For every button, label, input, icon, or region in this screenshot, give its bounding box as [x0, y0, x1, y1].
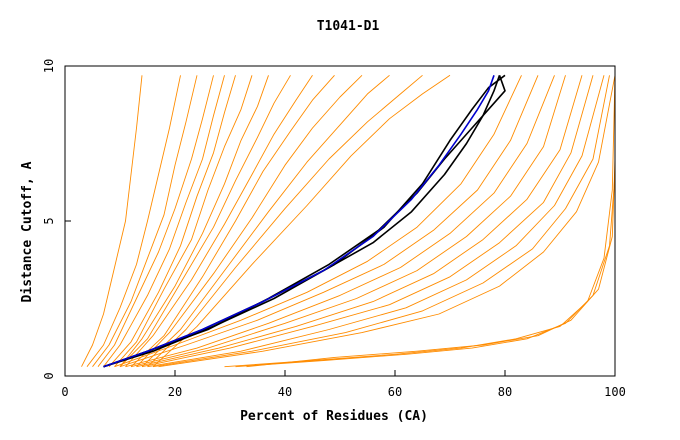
x-tick-label: 80 — [498, 385, 512, 399]
x-tick-label: 60 — [388, 385, 402, 399]
series-line-fast-5 — [108, 75, 236, 367]
series-line-bottom-26 — [246, 158, 616, 368]
series-line-fast-6 — [114, 75, 253, 367]
series-line-fast-9 — [125, 75, 313, 367]
y-tick-label: 5 — [42, 217, 56, 224]
x-tick-label: 40 — [278, 385, 292, 399]
series-line-fast-14 — [152, 74, 451, 368]
series-line-fast-11 — [136, 74, 363, 368]
series-line-fast-7 — [119, 75, 269, 367]
series-line-fast-4 — [103, 75, 225, 367]
y-tick-label: 10 — [42, 59, 56, 73]
series-line-slow-19 — [136, 75, 583, 368]
series-line-slow-23 — [158, 75, 616, 368]
series-line-bottom-24 — [224, 75, 616, 368]
series-line-slow-15 — [114, 75, 522, 368]
x-axis-ticks: 0 20 40 60 80 100 — [61, 370, 626, 399]
series-line-slow-18 — [130, 75, 566, 368]
series-line-bottom-25 — [235, 174, 616, 368]
y-tick-label: 0 — [42, 372, 56, 379]
series-line-fast-0 — [81, 75, 143, 367]
series-line-fast-3 — [97, 75, 214, 367]
x-tick-label: 0 — [61, 385, 68, 399]
x-axis-label: Percent of Residues (CA) — [240, 409, 428, 424]
series-lines — [81, 74, 616, 368]
series-line-highlight-27 — [103, 75, 501, 368]
series-line-slow-16 — [119, 75, 539, 368]
series-line-highlight-30 — [103, 75, 495, 368]
y-axis-label: Distance Cutoff, A — [20, 161, 35, 302]
series-line-slow-20 — [141, 75, 594, 368]
series-line-fast-2 — [92, 75, 198, 367]
series-line-fast-13 — [147, 74, 423, 368]
x-tick-label: 20 — [168, 385, 182, 399]
series-line-slow-21 — [147, 75, 605, 368]
chart-title: T1041-D1 — [317, 19, 380, 34]
series-line-fast-8 — [119, 75, 291, 368]
series-line-fast-10 — [130, 75, 335, 368]
y-axis-ticks: 0 5 10 — [42, 59, 71, 380]
series-line-slow-17 — [125, 75, 555, 368]
series-line-highlight-28 — [103, 74, 506, 368]
series-line-fast-12 — [141, 74, 390, 368]
x-tick-label: 100 — [604, 385, 626, 399]
series-line-slow-22 — [152, 75, 610, 368]
series-line-highlight-29 — [103, 75, 506, 368]
series-line-fast-1 — [86, 75, 181, 367]
